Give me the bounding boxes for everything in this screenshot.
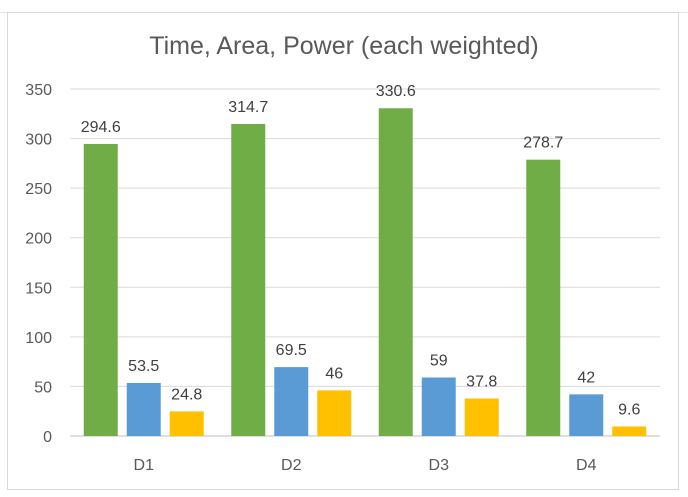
bar-d1-series-2 bbox=[126, 382, 161, 436]
data-label: 46 bbox=[325, 365, 343, 382]
bar-d4-series-1 bbox=[526, 159, 561, 437]
data-label: 53.5 bbox=[128, 358, 159, 375]
bar-d3-series-2 bbox=[421, 377, 456, 436]
x-axis-tick-labels: D1 D2 D3 D4 bbox=[134, 457, 597, 474]
bar-d3-series-3 bbox=[464, 398, 499, 436]
y-tick-label: 100 bbox=[25, 330, 52, 347]
bar-d2-series-2 bbox=[274, 367, 309, 436]
gridlines bbox=[70, 88, 660, 437]
bar-d2-series-1 bbox=[231, 123, 266, 436]
y-tick-label: 300 bbox=[25, 132, 52, 149]
x-tick-label: D2 bbox=[281, 457, 302, 474]
y-tick-label: 350 bbox=[25, 82, 52, 99]
data-label: 24.8 bbox=[171, 386, 202, 403]
x-tick-label: D3 bbox=[429, 457, 450, 474]
bar-d1-series-3 bbox=[169, 411, 204, 436]
data-label: 69.5 bbox=[276, 342, 307, 359]
data-label: 330.6 bbox=[376, 83, 416, 100]
chart-title: Time, Area, Power (each weighted) bbox=[149, 32, 539, 60]
y-tick-label: 150 bbox=[25, 280, 52, 297]
data-label: 59 bbox=[430, 353, 448, 370]
y-tick-label: 50 bbox=[34, 379, 52, 396]
data-label: 42 bbox=[577, 369, 595, 386]
data-label: 294.6 bbox=[81, 119, 121, 136]
bars bbox=[83, 108, 647, 437]
bar-d4-series-2 bbox=[569, 394, 604, 436]
bar-d1-series-1 bbox=[83, 143, 118, 436]
data-label: 37.8 bbox=[466, 374, 497, 391]
bar-d4-series-3 bbox=[612, 426, 647, 436]
data-labels: 294.6 53.5 24.8 314.7 69.5 46 330.6 59 37.8 278.7… bbox=[81, 83, 641, 418]
data-label: 314.7 bbox=[228, 99, 268, 116]
y-tick-label: 250 bbox=[25, 181, 52, 198]
data-label: 278.7 bbox=[523, 135, 563, 152]
y-axis-tick-labels: 0 50 100 150 200 250 300 350 bbox=[25, 82, 52, 446]
bar-d3-series-1 bbox=[378, 108, 413, 437]
y-tick-label: 200 bbox=[25, 231, 52, 248]
x-tick-label: D4 bbox=[576, 457, 597, 474]
x-tick-label: D1 bbox=[134, 457, 155, 474]
bar-d2-series-3 bbox=[317, 390, 352, 436]
data-label: 9.6 bbox=[618, 401, 640, 418]
y-tick-label: 0 bbox=[43, 429, 52, 446]
